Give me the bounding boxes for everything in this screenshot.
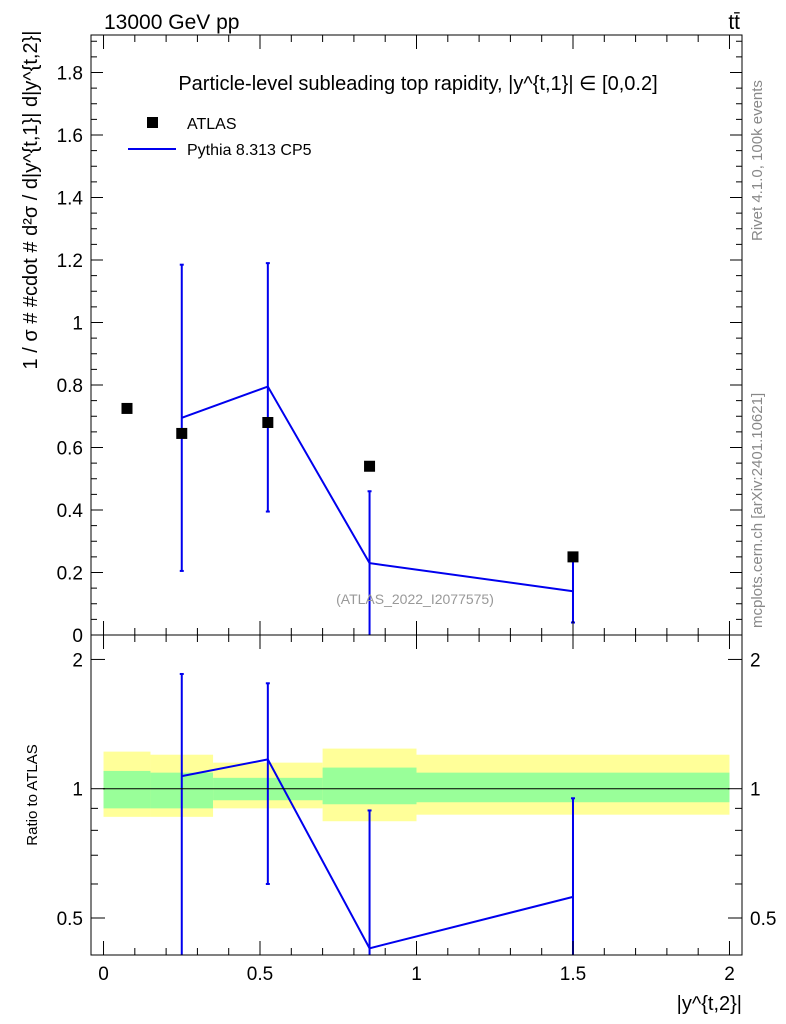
ratio-ytick-label-left-0: 0.5: [57, 909, 83, 930]
process-label: tt̄: [728, 11, 740, 34]
atlas-data-point-0: [121, 402, 133, 414]
atlas-data-point-2: [262, 417, 274, 428]
atlas-data-point-1: [176, 427, 188, 439]
x-axis-label: |y^{t,2}|: [677, 993, 742, 1015]
main-ytick-label-1: 0.2: [57, 564, 83, 585]
axis-ticks-layer: [91, 35, 742, 955]
ratio-ytick-label-right-2: 2: [750, 650, 761, 671]
band-inner-3: [322, 767, 417, 805]
legend-pythia-label: Pythia 8.313 CP5: [187, 142, 312, 159]
ratio-ytick-label-right-1: 1: [750, 780, 761, 801]
data-points-layer: [121, 402, 579, 563]
xtick-label-4: 2: [724, 964, 735, 985]
pythia-ratio-line: [181, 758, 574, 950]
ratio-ytick-label-right-0: 0.5: [750, 909, 776, 930]
main-ytick-label-4: 0.8: [57, 376, 83, 397]
ratio-y-axis-label: Ratio to ATLAS: [24, 744, 41, 845]
main-ytick-label-2: 0.4: [57, 501, 84, 522]
main-ytick-label-3: 0.6: [57, 439, 83, 460]
energy-label: 13000 GeV pp: [104, 11, 239, 34]
band-inner-0: [103, 770, 151, 809]
xtick-label-1: 0.5: [247, 964, 273, 985]
mcplots-label: mcplots.cern.ch [arXiv:2401.10621]: [749, 393, 766, 628]
xtick-label-0: 0: [98, 964, 109, 985]
main-ytick-label-9: 1.8: [57, 64, 83, 85]
mc-error-bars-layer: [179, 262, 575, 955]
main-y-axis-label: 1 / σ # #cdot # d²σ / d|y^{t,1}| d|y^{t,…: [20, 31, 42, 370]
ratio-ytick-label-left-2: 2: [72, 650, 83, 671]
main-ytick-label-0: 0: [72, 626, 83, 647]
analysis-watermark: (ATLAS_2022_I2077575): [336, 591, 494, 607]
pythia-main-line: [181, 385, 574, 593]
tick-labels-layer: 0 0.2 0.4 0.6 0.8 1 1.2 1.4 1.6 1.8 0 0.5 1 1.5 2 0.5 0.…: [57, 64, 777, 986]
uncertainty-bands: [103, 748, 730, 822]
main-ytick-label-8: 1.6: [57, 126, 83, 147]
legend-atlas-marker: [147, 117, 158, 128]
atlas-data-point-4: [567, 551, 579, 563]
xtick-label-2: 1: [411, 964, 422, 985]
mc-lines-layer: [181, 385, 574, 950]
xtick-label-3: 1.5: [560, 964, 586, 985]
main-ytick-label-5: 1: [72, 314, 83, 335]
chart-title: Particle-level subleading top rapidity, …: [178, 73, 657, 95]
rivet-label: Rivet 4.1.0, 100k events: [749, 80, 766, 241]
legend-atlas-label: ATLAS: [187, 116, 237, 133]
main-ytick-label-6: 1.2: [57, 251, 83, 272]
atlas-data-point-3: [364, 460, 376, 472]
ratio-ytick-label-left-1: 1: [72, 780, 83, 801]
ratio-panel-frame: [90, 634, 743, 956]
main-ytick-label-7: 1.4: [57, 189, 84, 210]
